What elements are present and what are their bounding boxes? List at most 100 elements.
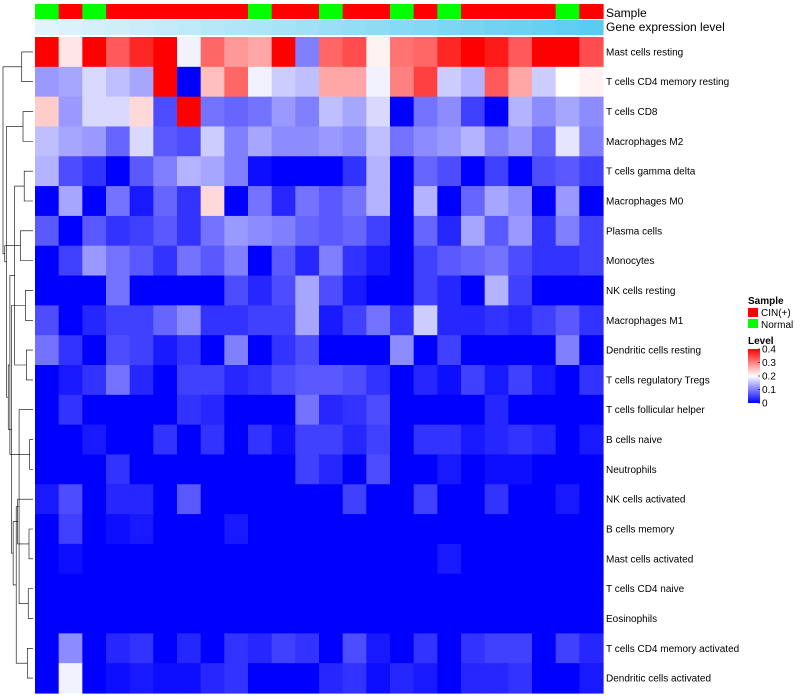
heatmap-cell <box>390 365 415 396</box>
heatmap-cell <box>508 573 533 605</box>
heatmap-cell <box>295 156 320 187</box>
heatmap-cell <box>342 215 367 247</box>
heatmap-cell <box>484 305 509 336</box>
heatmap-cell <box>58 37 83 68</box>
heatmap-cell <box>248 186 273 217</box>
heatmap-cell <box>390 156 415 187</box>
heatmap-cell <box>129 484 154 515</box>
heatmap-cell <box>319 633 344 664</box>
heatmap-cell <box>342 275 367 306</box>
heatmap-cell <box>248 394 273 426</box>
heatmap-cell <box>82 394 107 426</box>
heatmap-cell <box>129 245 154 277</box>
heatmap-cell <box>58 573 83 605</box>
heatmap-cell <box>461 245 486 277</box>
heatmap-cell <box>461 394 486 426</box>
heatmap-cell <box>319 543 344 575</box>
heatmap-cell <box>484 573 509 605</box>
heatmap-cell <box>295 245 320 277</box>
heatmap-cell <box>271 603 296 634</box>
heatmap-cell <box>82 454 107 485</box>
heatmap-cell <box>461 424 486 456</box>
heatmap-cell <box>248 603 273 634</box>
heatmap-cell <box>366 215 391 247</box>
heatmap-cell <box>35 365 60 396</box>
heatmap-cell <box>508 215 533 247</box>
heatmap-cell <box>484 365 509 396</box>
sample-annotation-cell <box>461 4 486 19</box>
heatmap-cell <box>413 454 438 485</box>
heatmap-cell <box>437 186 462 217</box>
heatmap-cell <box>248 543 273 575</box>
heatmap-cell <box>129 96 154 128</box>
heatmap-cell <box>177 633 202 664</box>
heatmap-cell <box>248 663 273 694</box>
heatmap-cell <box>319 514 344 545</box>
heatmap-cell <box>366 514 391 545</box>
sample-annotation-cell <box>153 4 178 19</box>
heatmap-cell <box>153 156 178 187</box>
dendrogram-branch <box>27 647 33 679</box>
heatmap-cell <box>413 245 438 277</box>
heatmap-cell <box>532 96 557 128</box>
heatmap-cell <box>129 603 154 634</box>
heatmap-cell <box>579 394 604 426</box>
heatmap-cell <box>129 126 154 157</box>
sample-annotation-cell <box>106 4 131 19</box>
expression-annotation-cell <box>271 20 296 35</box>
heatmap-cell <box>177 394 202 426</box>
heatmap-cell <box>200 663 225 694</box>
expression-annotation-cell <box>555 20 580 35</box>
heatmap-cell <box>484 245 509 277</box>
heatmap-cell <box>555 454 580 485</box>
heatmap-cell <box>129 305 154 336</box>
heatmap-cell <box>295 573 320 605</box>
expression-annotation-cell <box>177 20 202 35</box>
heatmap-cell <box>58 156 83 187</box>
heatmap-cell <box>366 96 391 128</box>
heatmap-cell <box>437 454 462 485</box>
legend-normal-label: Normal <box>761 320 793 331</box>
legend: Sample CIN(+) Normal Level 0.4 0.3 0.2 0.1 0 <box>748 296 793 410</box>
heatmap-cell <box>153 514 178 545</box>
expression-annotation-cell <box>35 20 60 35</box>
heatmap-cell <box>106 96 131 128</box>
heatmap-cell <box>555 126 580 157</box>
heatmap-cell <box>555 186 580 217</box>
heatmap-cell <box>484 514 509 545</box>
heatmap-cell <box>271 424 296 456</box>
heatmap-cell <box>106 454 131 485</box>
heatmap-cell <box>224 156 249 187</box>
dendrogram-branch <box>18 409 33 604</box>
heatmap-cell <box>106 275 131 306</box>
heatmap-cell <box>532 543 557 575</box>
dendrogram-branch <box>22 111 33 142</box>
sample-annotation-cell <box>579 4 604 19</box>
heatmap-cell <box>555 156 580 187</box>
heatmap-cell <box>153 394 178 426</box>
heatmap-cell <box>58 543 83 575</box>
heatmap-cell <box>106 603 131 634</box>
heatmap-cell <box>579 514 604 545</box>
row-label: Macrophages M2 <box>606 137 684 148</box>
heatmap-cell <box>437 275 462 306</box>
heatmap-cell <box>153 305 178 336</box>
heatmap-cell <box>390 454 415 485</box>
heatmap-cell <box>58 126 83 157</box>
heatmap-cell <box>177 245 202 277</box>
expression-annotation-cell <box>319 20 344 35</box>
heatmap-cell <box>177 335 202 366</box>
heatmap-cell <box>271 394 296 426</box>
row-label: Neutrophils <box>606 465 657 476</box>
heatmap-cell <box>461 335 486 366</box>
heatmap-cell <box>319 305 344 336</box>
heatmap-cell <box>224 215 249 247</box>
heatmap-cell <box>271 305 296 336</box>
heatmap-cell <box>295 335 320 366</box>
heatmap-cell <box>413 96 438 128</box>
heatmap-cell <box>58 394 83 426</box>
heatmap-cell <box>35 543 60 575</box>
heatmap-cell <box>319 335 344 366</box>
sample-annotation-label: Sample <box>606 6 647 20</box>
heatmap-cell <box>413 573 438 605</box>
